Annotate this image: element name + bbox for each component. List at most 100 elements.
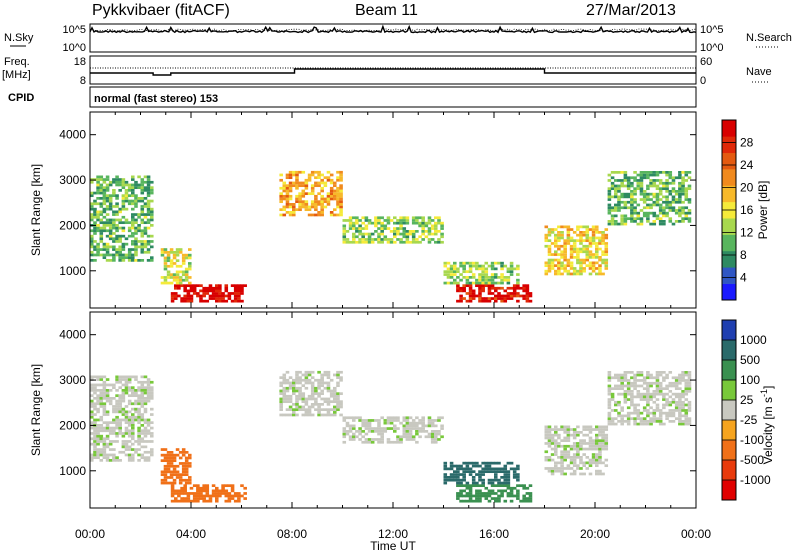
data-cell: [105, 442, 110, 446]
data-cell: [662, 184, 666, 188]
data-cell: [386, 227, 391, 230]
data-cell: [317, 403, 321, 406]
data-cell: [459, 494, 463, 498]
data-cell: [124, 221, 129, 225]
data-cell: [323, 184, 328, 188]
data-cell: [639, 420, 644, 423]
data-cell: [99, 434, 104, 438]
data-cell: [582, 472, 586, 476]
data-cell: [671, 176, 676, 180]
data-cell: [121, 215, 126, 219]
data-cell: [481, 481, 485, 485]
data-cell: [652, 181, 657, 185]
data-cell: [345, 421, 350, 425]
data-cell: [415, 424, 419, 428]
data-cell: [166, 462, 171, 465]
data-cell: [430, 421, 435, 425]
data-cell: [547, 444, 552, 448]
data-cell: [560, 444, 564, 448]
data-cell: [646, 390, 650, 393]
data-cell: [90, 437, 94, 441]
data-cell: [304, 203, 309, 206]
data-cell: [687, 387, 692, 391]
x-tick-label: 12:00: [378, 527, 408, 541]
data-cell: [582, 267, 586, 270]
data-cell: [298, 381, 302, 385]
data-cell: [684, 411, 689, 415]
data-cell: [112, 407, 116, 411]
data-cell: [93, 418, 97, 422]
data-cell: [497, 286, 501, 290]
data-cell: [333, 213, 337, 217]
data-cell: [317, 413, 321, 417]
data-cell: [424, 224, 429, 228]
data-cell: [240, 299, 244, 303]
data-cell: [630, 217, 634, 221]
data-cell: [598, 267, 602, 270]
data-cell: [90, 459, 94, 462]
data-cell: [121, 256, 126, 260]
data-cell: [146, 421, 151, 425]
data-cell: [112, 256, 116, 260]
data-cell: [519, 484, 523, 488]
data-cell: [320, 173, 324, 177]
data-cell: [121, 440, 126, 443]
data-cell: [355, 240, 359, 244]
nave-tick-bottom: 0: [700, 75, 706, 87]
data-cell: [99, 253, 104, 257]
data-cell: [478, 276, 482, 279]
data-region: [607, 371, 692, 426]
data-cell: [131, 213, 135, 216]
data-cell: [102, 375, 107, 379]
data-cell: [127, 453, 132, 457]
data-cell: [131, 386, 135, 390]
data-cell: [118, 259, 122, 262]
data-cell: [674, 376, 679, 380]
data-cell: [230, 484, 235, 488]
data-cell: [626, 176, 631, 180]
data-cell: [393, 430, 397, 433]
data-cell: [364, 219, 369, 222]
data-cell: [678, 398, 682, 401]
data-cell: [506, 481, 511, 485]
data-cell: [140, 456, 145, 460]
data-cell: [547, 231, 552, 234]
data-cell: [566, 228, 571, 231]
data-cell: [509, 286, 514, 290]
data-cell: [230, 284, 235, 288]
data-cell: [462, 470, 466, 474]
data-cell: [617, 400, 621, 404]
data-cell: [143, 397, 148, 400]
data-cell: [364, 438, 369, 441]
data-cell: [633, 206, 637, 210]
data-cell: [636, 181, 641, 185]
data-cell: [105, 248, 110, 251]
data-cell: [140, 405, 145, 408]
data-cell: [292, 389, 296, 393]
data-cell: [601, 433, 605, 437]
data-cell: [572, 247, 577, 251]
data-cell: [620, 422, 624, 426]
data-cell: [550, 439, 555, 443]
data-cell: [684, 398, 689, 401]
data-cell: [150, 394, 154, 398]
data-cell: [131, 189, 135, 192]
data-cell: [408, 432, 413, 436]
time-axis: 00:00 04:00 08:00 12:00 16:00 20:00 00:00: [75, 527, 711, 541]
data-cell: [468, 299, 473, 303]
data-cell: [554, 467, 558, 470]
data-cell: [655, 173, 660, 177]
data-cell: [112, 440, 116, 443]
data-cell: [146, 183, 151, 187]
data-cell: [99, 378, 104, 381]
data-cell: [658, 222, 663, 226]
data-cell: [227, 499, 232, 503]
data-cell: [131, 459, 135, 462]
data-cell: [96, 253, 100, 257]
data-cell: [121, 221, 126, 225]
data-cell: [560, 250, 564, 254]
data-cell: [146, 194, 151, 198]
data-cell: [112, 426, 116, 430]
data-cell: [189, 486, 194, 490]
data-cell: [131, 218, 135, 222]
